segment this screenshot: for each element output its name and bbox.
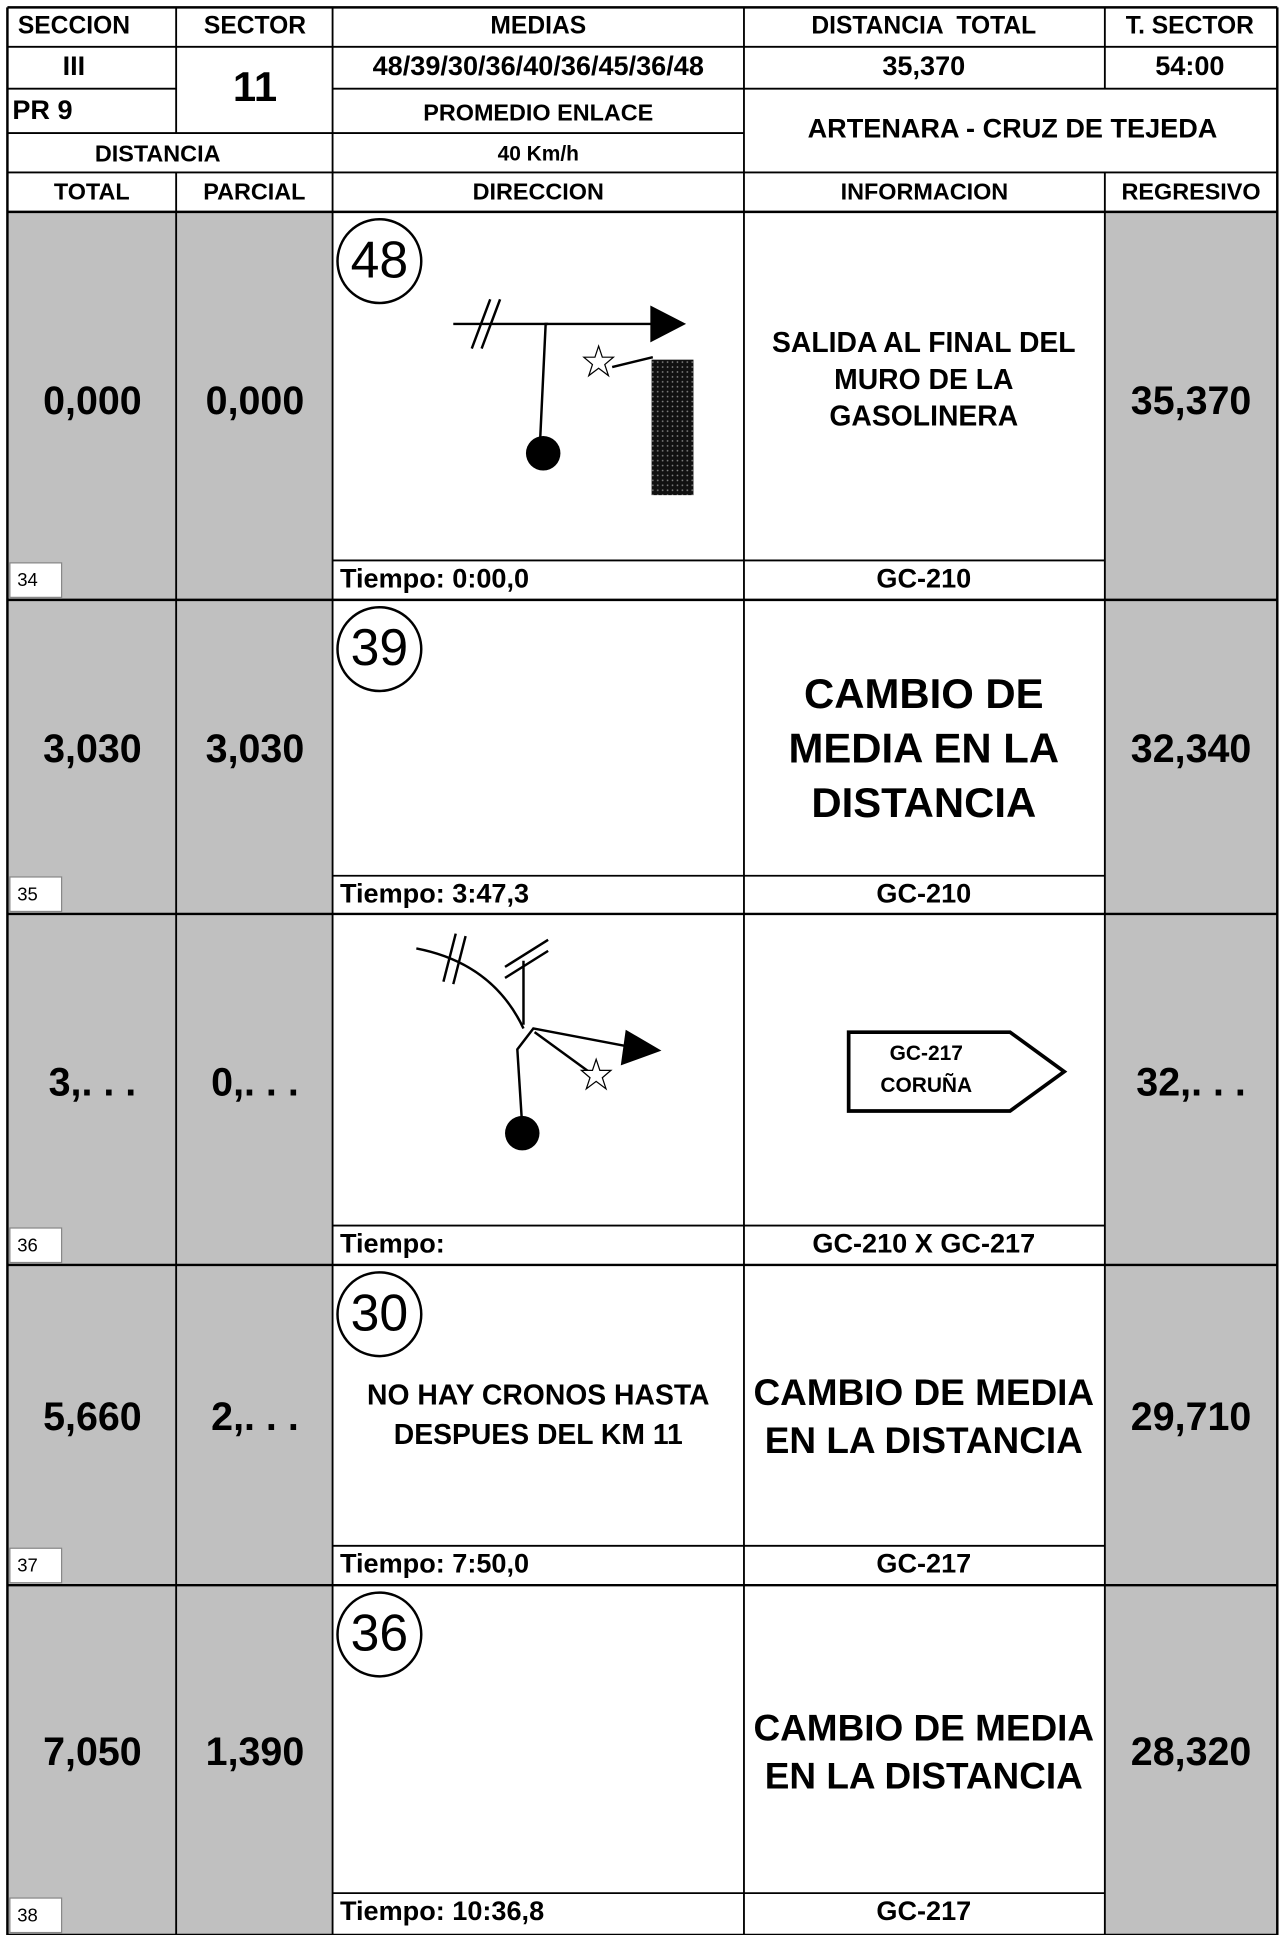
info: GASOLINERA — [829, 401, 1018, 433]
cell — [7, 913, 333, 1265]
row-number: 37 — [17, 1555, 38, 1576]
diagram — [453, 298, 694, 496]
parcial: 0,. . . — [211, 1061, 299, 1105]
label: PROMEDIO ENLACE — [423, 100, 653, 126]
speed: 39 — [351, 618, 409, 676]
label: SECCION — [18, 13, 130, 40]
regresivo: 35,370 — [1131, 379, 1252, 423]
speed-circle — [336, 1271, 423, 1358]
tiempo: Tiempo: 7:50,0 — [340, 1548, 529, 1579]
value: 48/39/30/36/40/36/45/36/48 — [373, 50, 704, 81]
info: MEDIA EN LA — [789, 725, 1060, 772]
parcial: 0,000 — [206, 379, 305, 423]
row-number: 35 — [17, 883, 38, 904]
cell — [1104, 599, 1278, 914]
info: CAMBIO DE — [804, 670, 1044, 717]
label: SECTOR — [204, 13, 306, 40]
regresivo: 32,. . . — [1136, 1061, 1246, 1105]
speed: 30 — [351, 1283, 409, 1341]
label: MEDIAS — [490, 13, 586, 40]
total: 3,. . . — [49, 1061, 137, 1105]
value: 54:00 — [1155, 50, 1224, 81]
label: T. SECTOR — [1126, 13, 1254, 40]
info: MURO DE LA — [834, 364, 1013, 396]
value: PR 9 — [12, 94, 72, 125]
regresivo: 29,710 — [1131, 1395, 1252, 1439]
number-box — [9, 1547, 63, 1584]
tiempo: Tiempo: 3:47,3 — [340, 878, 529, 909]
sign-text: CORUÑA — [880, 1074, 972, 1097]
info: EN LA DISTANCIA — [765, 1755, 1083, 1796]
number-box — [9, 1897, 63, 1934]
value: ARTENARA - CRUZ DE TEJEDA — [808, 113, 1218, 144]
cell — [1104, 1264, 1278, 1586]
diagram — [416, 933, 1068, 1151]
tiempo: Tiempo: 10:36,8 — [340, 1895, 544, 1926]
cell — [1104, 1585, 1278, 1935]
value: 35,370 — [882, 50, 965, 81]
row-number: 34 — [17, 569, 38, 590]
parcial: 3,030 — [206, 727, 305, 771]
speed-circle — [336, 605, 423, 693]
parcial: 1,390 — [206, 1730, 305, 1774]
value: III — [63, 50, 86, 81]
cell — [1104, 211, 1278, 600]
number-box — [9, 562, 63, 598]
value: 40 Km/h — [498, 143, 579, 166]
sign-text: GC-217 — [890, 1042, 963, 1065]
label: DISTANCIA TOTAL — [811, 13, 1036, 40]
direction: NO HAY CRONOS HASTA — [367, 1380, 709, 1412]
column-header: INFORMACION — [841, 179, 1009, 205]
info: CAMBIO DE MEDIA — [753, 1372, 1094, 1413]
cell — [1104, 913, 1278, 1265]
road: GC-210 — [876, 562, 971, 593]
regresivo: 32,340 — [1131, 727, 1252, 771]
info: EN LA DISTANCIA — [765, 1420, 1083, 1461]
road: GC-217 — [876, 1548, 971, 1579]
cell — [7, 1264, 333, 1586]
value: 11 — [233, 63, 277, 110]
regresivo: 28,320 — [1131, 1730, 1252, 1774]
column-header: DIRECCION — [473, 179, 604, 205]
number-box — [9, 1227, 63, 1264]
info: DISTANCIA — [811, 779, 1036, 826]
total: 0,000 — [43, 379, 142, 423]
row-number: 38 — [17, 1904, 38, 1925]
cell — [7, 599, 333, 914]
road: GC-210 X GC-217 — [812, 1227, 1035, 1258]
tiempo: Tiempo: — [340, 1227, 445, 1258]
speed-circle — [336, 218, 423, 305]
speed: 48 — [351, 230, 409, 288]
road: GC-217 — [876, 1895, 971, 1926]
column-header: PARCIAL — [203, 179, 305, 205]
parcial: 2,. . . — [211, 1395, 299, 1439]
info: SALIDA AL FINAL DEL — [772, 327, 1076, 359]
speed-circle — [336, 1591, 423, 1678]
direction: DESPUES DEL KM 11 — [394, 1419, 683, 1451]
road: GC-210 — [876, 878, 971, 909]
column-header: TOTAL — [54, 179, 130, 205]
info: CAMBIO DE MEDIA — [753, 1707, 1094, 1748]
total: 3,030 — [43, 727, 142, 771]
total: 7,050 — [43, 1730, 142, 1774]
row-number: 36 — [17, 1234, 38, 1255]
tiempo: Tiempo: 0:00,0 — [340, 562, 529, 593]
label: DISTANCIA — [95, 140, 221, 166]
column-header: REGRESIVO — [1122, 179, 1261, 205]
total: 5,660 — [43, 1395, 142, 1439]
number-box — [9, 876, 63, 913]
cell — [7, 1585, 333, 1935]
cell — [7, 211, 333, 600]
speed: 36 — [351, 1604, 409, 1662]
